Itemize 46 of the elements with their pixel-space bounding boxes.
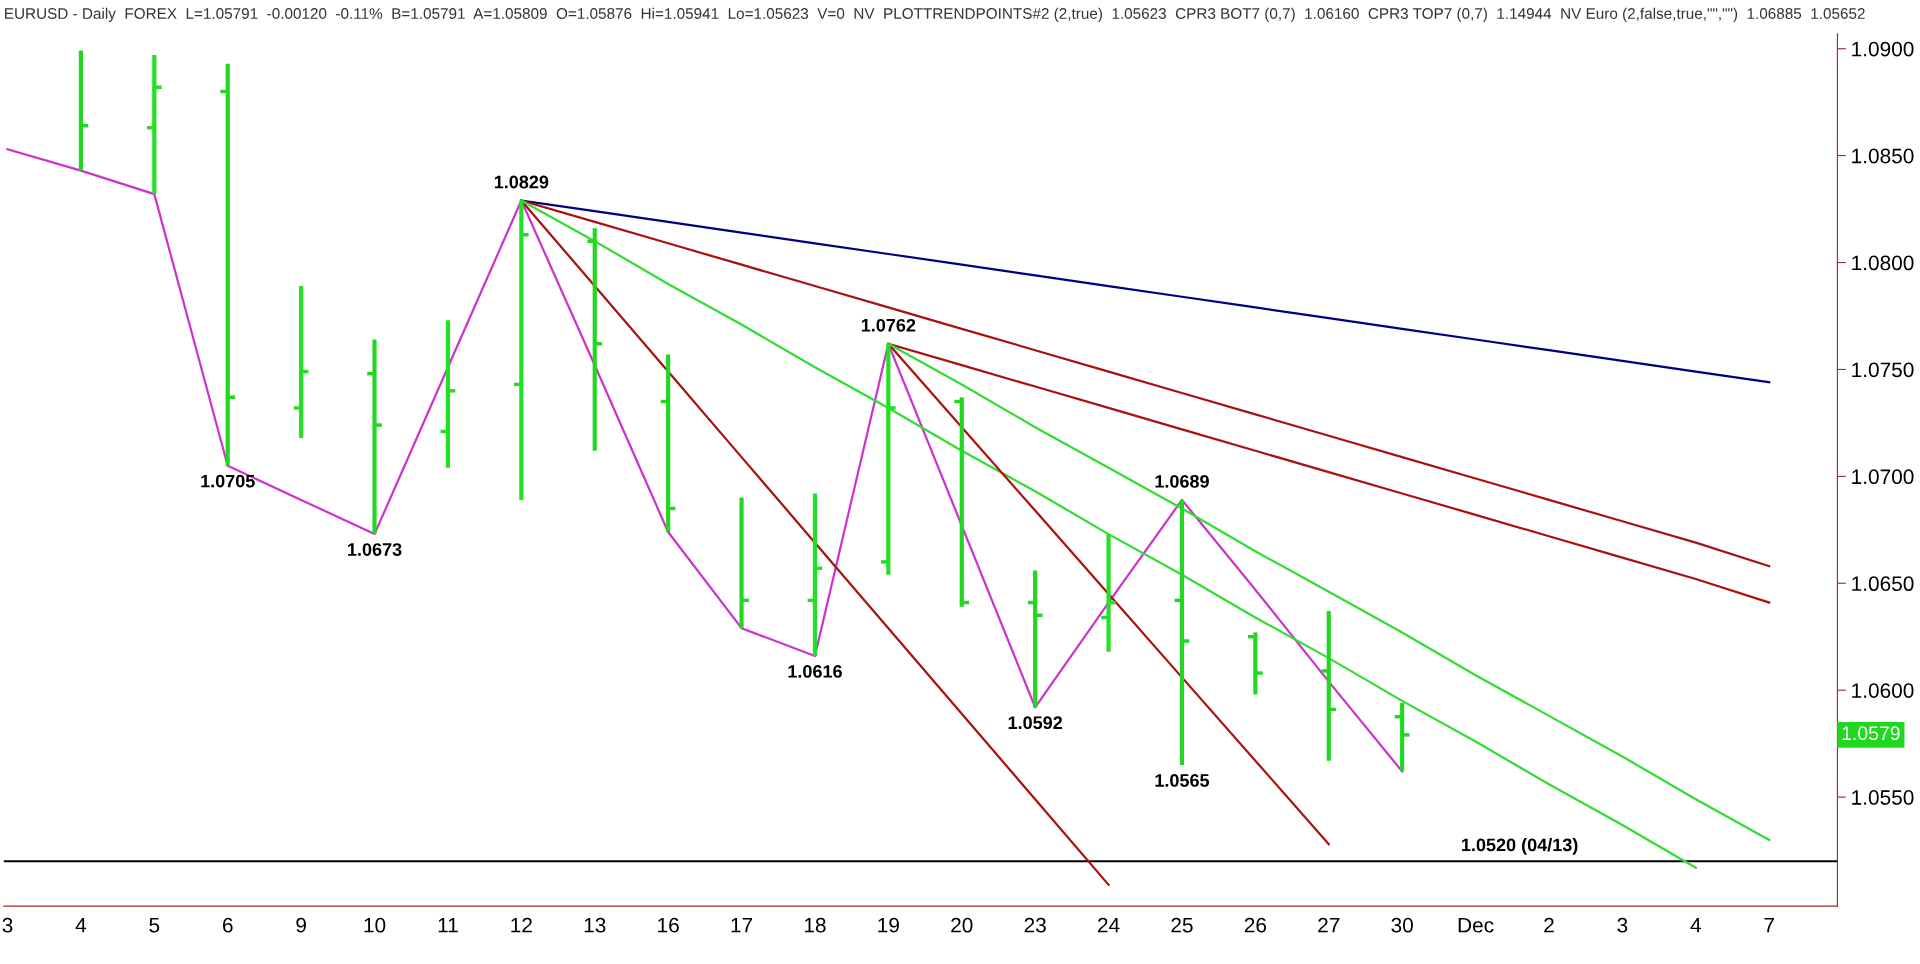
x-tick-label: 20: [951, 917, 973, 933]
x-tick-label: 4: [1690, 918, 1701, 933]
x-tick-label: 11: [438, 918, 458, 933]
y-tick-label: 1.0850: [1852, 148, 1914, 164]
x-tick-label: 2: [1544, 917, 1554, 933]
y-tick-label: 1.0800: [1852, 255, 1914, 271]
ref-line-label: 1.0520 (04/13): [1462, 838, 1578, 855]
x-tick-label: 27: [1318, 917, 1340, 933]
x-tick-label: 24: [1098, 917, 1120, 933]
x-tick-label: 12: [511, 917, 532, 933]
x-tick-label: 6: [222, 917, 233, 933]
text: 1.0579: [1842, 726, 1900, 741]
x-tick-label: 9: [296, 917, 306, 933]
annotation: 1.0565: [1155, 774, 1210, 787]
y-tick-label: 1.0900: [1852, 41, 1914, 57]
x-tick-label: 17: [731, 918, 753, 933]
x-tick-label: 3: [1617, 917, 1628, 933]
chart-title: EURUSD - Daily FOREX L=1.05791 -0.00120 -0.11% B=1.05791 A=1.05809 O=1.05876 Hi=1.05941 Lo=1.05623 V=0 NV PLOTTRENDPOINTS#2 (2,true) 1.05623 CPR3 BOT7 (0,7) 1.06160 CPR3 TOP7 (0,7) 1.14944 NV Euro (2,false,true,"","") 1.06885 1.05652: [5, 7, 1865, 22]
x-tick-label: 30: [1391, 917, 1413, 933]
y-tick-label: 1.0550: [1852, 790, 1914, 805]
x-tick-label: 3: [2, 917, 13, 933]
x-tick-label: 25: [1171, 917, 1193, 933]
line-series: [6, 148, 1404, 773]
annotation: 1.0592: [1008, 716, 1063, 730]
y-tick-label: 1.0700: [1852, 469, 1914, 485]
annotation: 1.0829: [494, 175, 549, 189]
annotation: 1.0689: [1155, 474, 1209, 488]
x-tick-label: 4: [75, 918, 87, 933]
annotation: 1.0762: [861, 318, 916, 332]
y-tick-label: 1.0750: [1852, 362, 1914, 378]
annotation: 1.0705: [201, 474, 255, 488]
x-tick-label: 19: [878, 917, 899, 933]
x-tick-label: 26: [1244, 917, 1267, 933]
annotation: 1.0616: [788, 665, 842, 678]
x-tick-label: 23: [1024, 917, 1046, 933]
x-tick-label: 13: [584, 917, 606, 933]
x-tick-label: 18: [804, 917, 826, 933]
y-tick-label: 1.0650: [1852, 576, 1914, 592]
y-tick-label: 1.0600: [1852, 683, 1914, 698]
x-tick-label: Dec: [1458, 918, 1494, 933]
line-series: [520, 199, 1697, 869]
x-tick-label: 5: [149, 918, 160, 933]
x-tick-label: 7: [1764, 918, 1774, 933]
x-tick-label: 16: [658, 917, 679, 933]
annotation: 1.0673: [348, 543, 402, 556]
x-tick-label: 10: [364, 917, 386, 933]
